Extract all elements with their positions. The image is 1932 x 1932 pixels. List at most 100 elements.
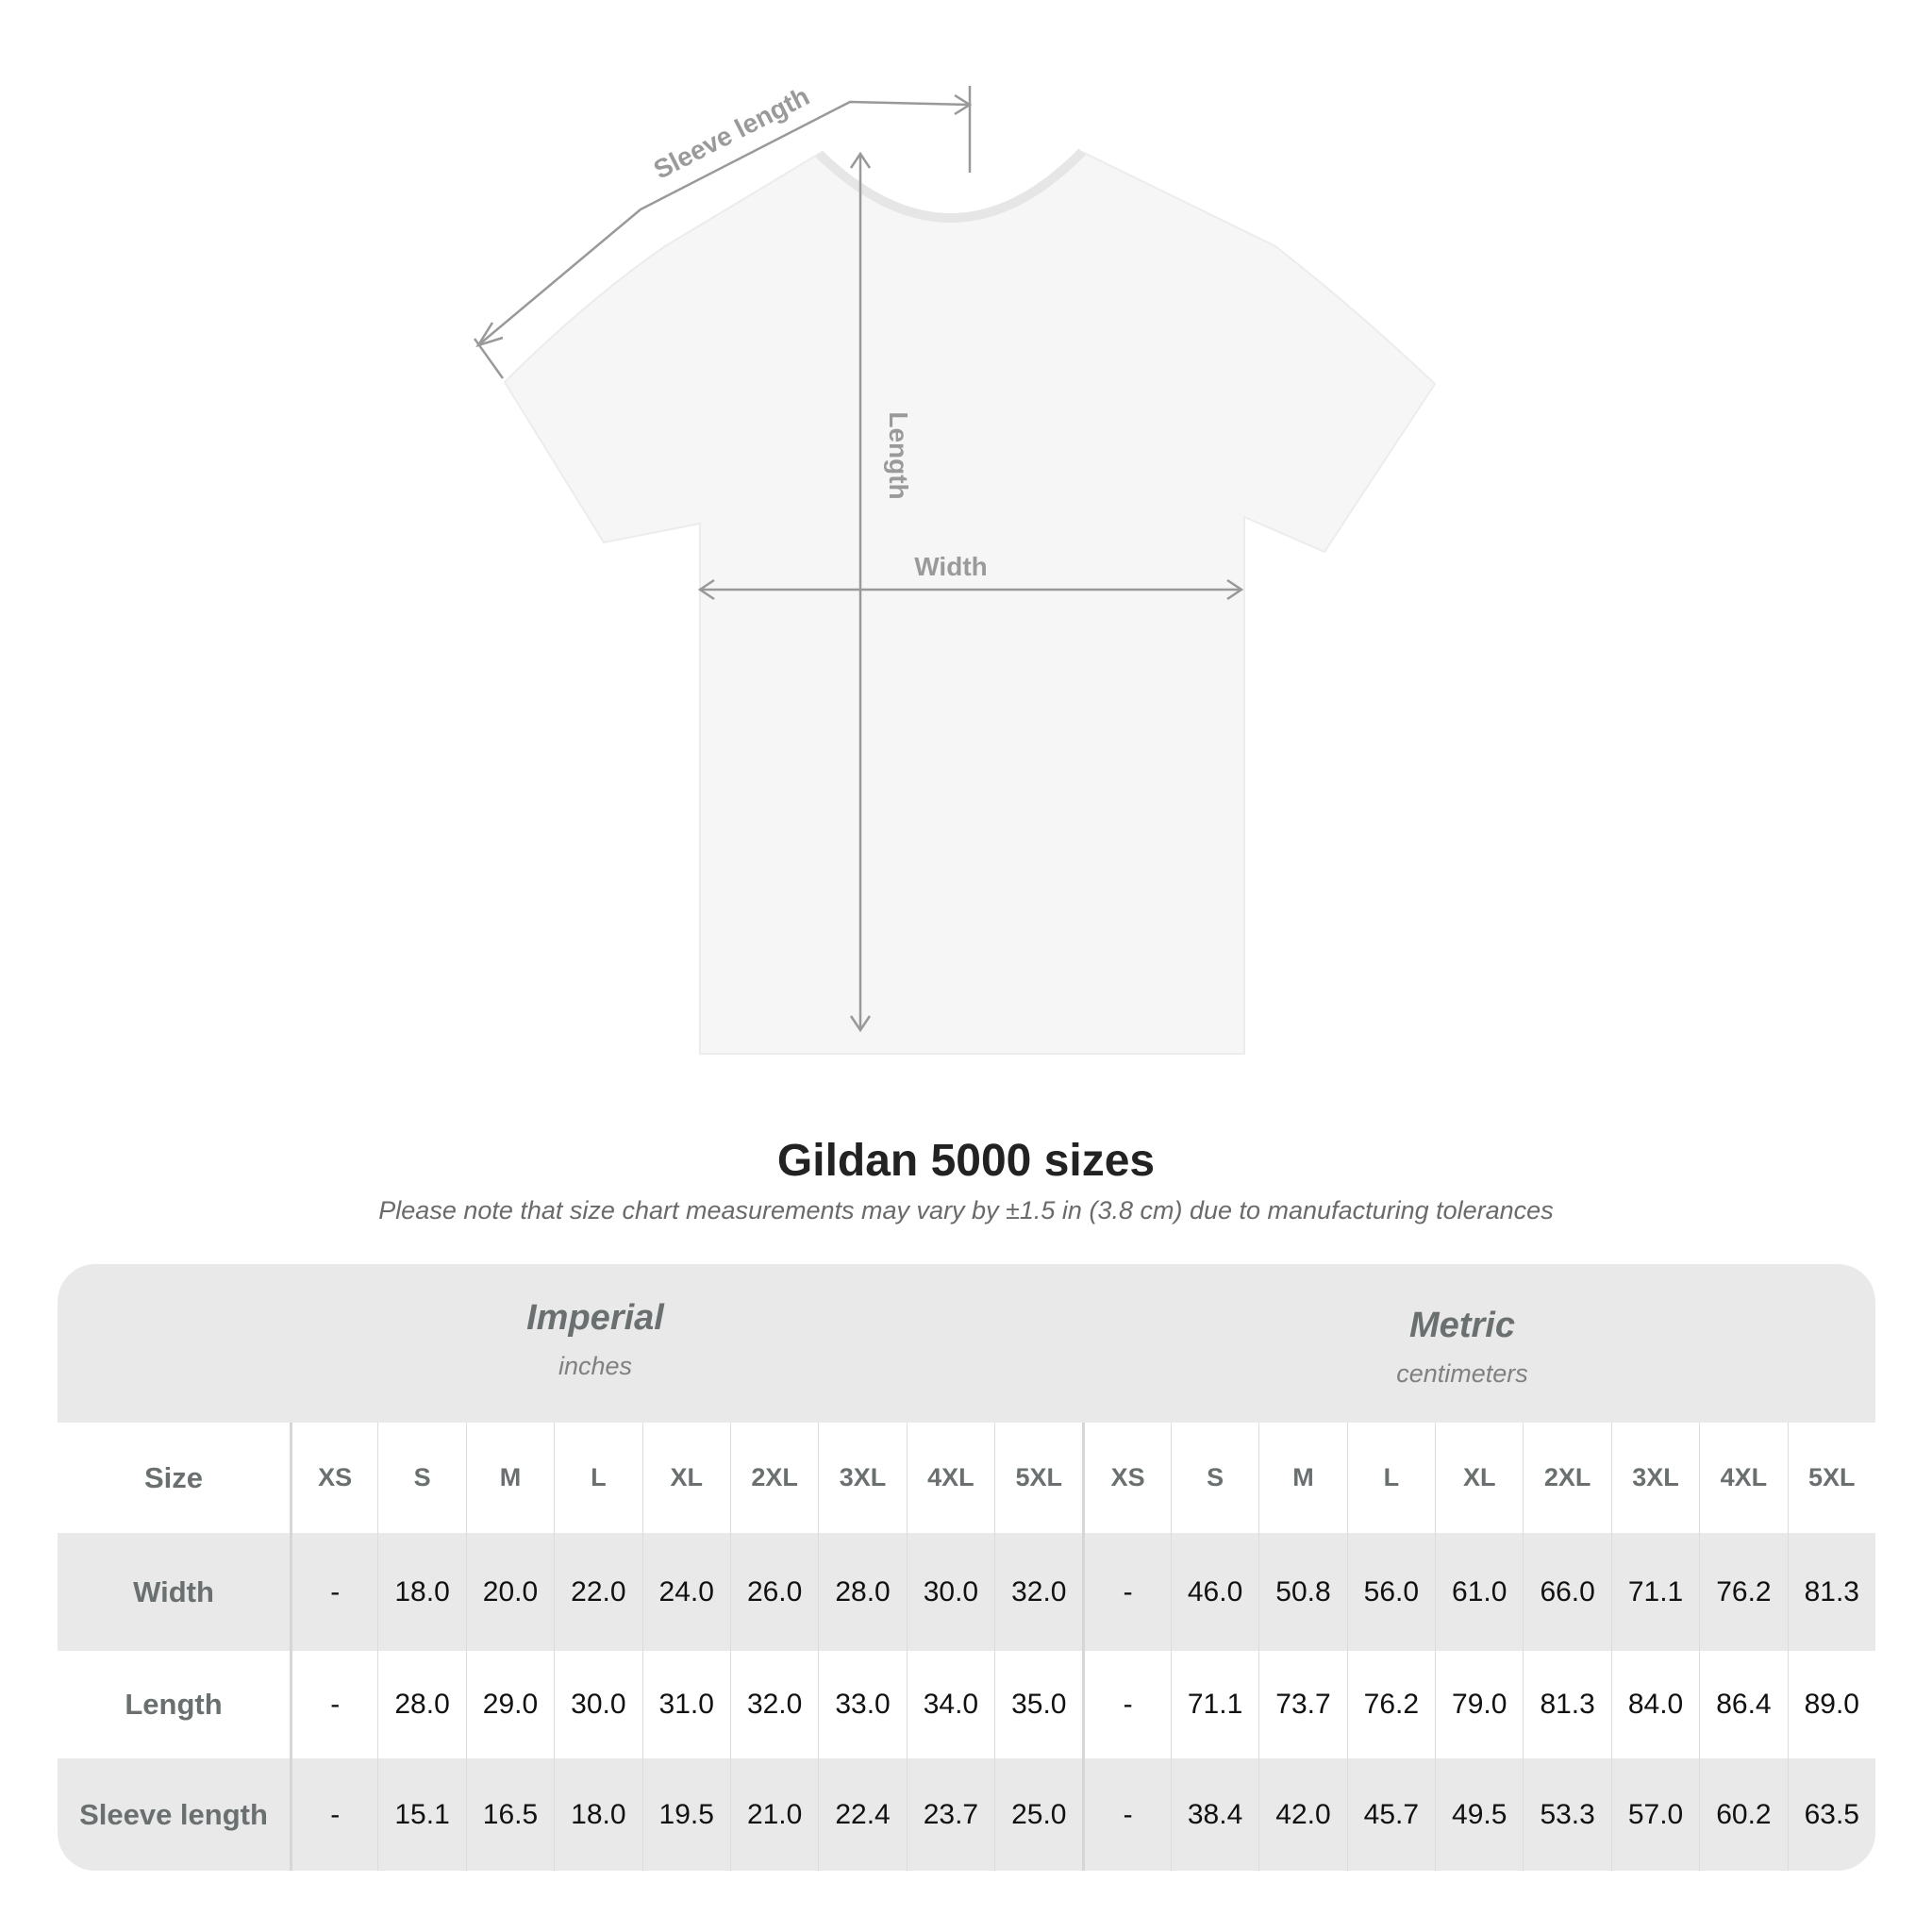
- imperial-title: Imperial: [526, 1298, 664, 1338]
- collar: [815, 148, 1086, 223]
- table-cell: -: [1082, 1533, 1170, 1651]
- table-cell: 19.5: [641, 1758, 730, 1871]
- size-header-row: Size XS S M L XL 2XL 3XL 4XL 5XL XS S M L XL 2XL 3XL 4XL 5…: [58, 1423, 1875, 1533]
- table-cell: -: [290, 1651, 377, 1758]
- table-cell: 21.0: [729, 1758, 818, 1871]
- table-cell: 18.0: [554, 1758, 641, 1871]
- row-label: Width: [133, 1574, 214, 1608]
- size-header-cell: XS: [1082, 1423, 1170, 1533]
- sleeve-measure-line: [477, 100, 971, 346]
- table-cell: 71.1: [1170, 1651, 1258, 1758]
- table-cell: 89.0: [1787, 1651, 1875, 1758]
- size-header-cell: XL: [641, 1423, 730, 1533]
- row-label: Length: [125, 1688, 223, 1721]
- size-header-cell: L: [1346, 1423, 1435, 1533]
- table-cell: 18.0: [377, 1533, 465, 1651]
- sleeve-arrow-end-icon: [954, 93, 973, 116]
- table-cell: 45.7: [1346, 1758, 1435, 1871]
- width-arrow-left-icon: [697, 578, 715, 601]
- table-cell: 61.0: [1435, 1533, 1523, 1651]
- table-cell: 31.0: [641, 1651, 730, 1758]
- size-table: Imperial inches Metric centimeters Size X…: [58, 1264, 1875, 1871]
- width-label: Width: [914, 552, 988, 581]
- size-header-cell: L: [554, 1423, 641, 1533]
- table-cell: -: [1082, 1651, 1170, 1758]
- row-band-width: [58, 1533, 1875, 1651]
- table-cell: 23.7: [906, 1758, 994, 1871]
- table-cell: 28.0: [377, 1651, 465, 1758]
- size-header-cell: XL: [1435, 1423, 1523, 1533]
- table-cell: -: [1082, 1758, 1170, 1871]
- metric-heading: Metric centimeters: [1085, 1306, 1840, 1389]
- table-cell: 81.3: [1787, 1533, 1875, 1651]
- table-header-band: [58, 1264, 1875, 1423]
- size-header-cell: 3XL: [1610, 1423, 1699, 1533]
- length-arrow-top-icon: [849, 151, 872, 169]
- table-cell: 50.8: [1258, 1533, 1346, 1651]
- table-cell: 42.0: [1258, 1758, 1346, 1871]
- metric-unit: centimeters: [1396, 1359, 1528, 1388]
- table-cell: 73.7: [1258, 1651, 1346, 1758]
- table-cell: 66.0: [1523, 1533, 1610, 1651]
- table-cell: 63.5: [1787, 1758, 1875, 1871]
- size-header-cell: 4XL: [906, 1423, 994, 1533]
- table-cell: 30.0: [554, 1651, 641, 1758]
- table-cell: 71.1: [1610, 1533, 1699, 1651]
- length-arrow-bottom-icon: [849, 1015, 872, 1033]
- size-header-cell: 2XL: [729, 1423, 818, 1533]
- table-cell: 60.2: [1699, 1758, 1787, 1871]
- tolerance-note: Please note that size chart measurements…: [378, 1196, 1554, 1224]
- table-cell: 29.0: [465, 1651, 554, 1758]
- table-row: Length -28.0 29.0 30.0 31.0 32.0 33.0 34.0 35.0-…: [58, 1651, 1875, 1758]
- table-cell: 57.0: [1610, 1758, 1699, 1871]
- table-cell: 26.0: [729, 1533, 818, 1651]
- table-cell: 79.0: [1435, 1651, 1523, 1758]
- table-cell: 22.4: [818, 1758, 906, 1871]
- tshirt-diagram: Sleeve length Length Width: [473, 81, 1437, 1055]
- table-cell: 32.0: [994, 1533, 1082, 1651]
- imperial-heading: Imperial inches: [218, 1298, 973, 1381]
- table-cell: 34.0: [906, 1651, 994, 1758]
- table-cell: 38.4: [1170, 1758, 1258, 1871]
- table-cell: 15.1: [377, 1758, 465, 1871]
- table-cell: 56.0: [1346, 1533, 1435, 1651]
- size-header-cell: M: [465, 1423, 554, 1533]
- table-cell: 84.0: [1610, 1651, 1699, 1758]
- page-title: Gildan 5000 sizes: [776, 1136, 1156, 1186]
- width-arrow-right-icon: [1226, 578, 1244, 601]
- table-cell: 25.0: [994, 1758, 1082, 1871]
- size-header-cell: 5XL: [994, 1423, 1082, 1533]
- size-header-cell: 5XL: [1787, 1423, 1875, 1533]
- metric-title: Metric: [1409, 1306, 1515, 1345]
- table-cell: 53.3: [1523, 1758, 1610, 1871]
- size-header-cell: M: [1258, 1423, 1346, 1533]
- length-label: Length: [884, 411, 913, 499]
- tshirt-shape: [503, 150, 1437, 1055]
- size-header-cell: 3XL: [818, 1423, 906, 1533]
- table-cell: 28.0: [818, 1533, 906, 1651]
- imperial-unit: inches: [558, 1352, 633, 1380]
- table-cell: 46.0: [1170, 1533, 1258, 1651]
- table-cell: -: [290, 1758, 377, 1871]
- table-row: Sleeve length -15.1 16.5 18.0 19.5 21.0 22.4 23…: [58, 1758, 1875, 1871]
- table-cell: 76.2: [1699, 1533, 1787, 1651]
- table-cell: 32.0: [729, 1651, 818, 1758]
- size-header-cell: 4XL: [1699, 1423, 1787, 1533]
- table-cell: 24.0: [641, 1533, 730, 1651]
- table-cell: 86.4: [1699, 1651, 1787, 1758]
- table-cell: 35.0: [994, 1651, 1082, 1758]
- table-cell: 30.0: [906, 1533, 994, 1651]
- table-cell: 33.0: [818, 1651, 906, 1758]
- table-cell: 49.5: [1435, 1758, 1523, 1871]
- table-cell: -: [290, 1533, 377, 1651]
- size-header-cell: XS: [290, 1423, 377, 1533]
- size-header-cell: S: [1170, 1423, 1258, 1533]
- size-header-cell: 2XL: [1523, 1423, 1610, 1533]
- table-cell: 81.3: [1523, 1651, 1610, 1758]
- size-label: Size: [143, 1460, 204, 1494]
- row-label: Sleeve length: [79, 1797, 268, 1831]
- table-cell: 16.5: [465, 1758, 554, 1871]
- table-cell: 76.2: [1346, 1651, 1435, 1758]
- row-band-sleeve: [58, 1758, 1875, 1871]
- table-cell: 20.0: [465, 1533, 554, 1651]
